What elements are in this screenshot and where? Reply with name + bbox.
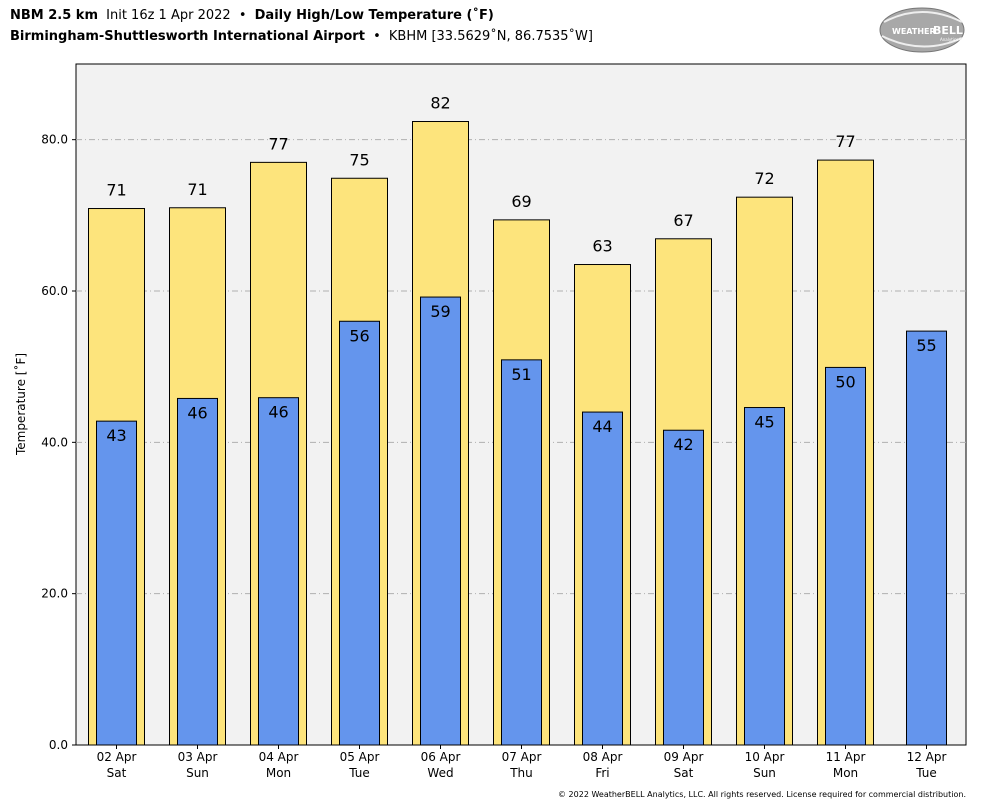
high-temp-label: 77: [835, 132, 855, 151]
low-temp-label: 42: [673, 435, 693, 454]
high-temp-label: 69: [511, 192, 531, 211]
product-title: Daily High/Low Temperature (˚F): [255, 7, 494, 23]
y-tick-label: 20.0: [41, 587, 68, 601]
y-axis-label: Temperature [˚F]: [13, 353, 28, 456]
bars: [88, 121, 947, 746]
low-temp-bar: [825, 366, 866, 746]
x-tick-day: Tue: [348, 766, 370, 780]
x-tick-day: Fri: [595, 766, 609, 780]
low-temp-label: 55: [916, 336, 936, 355]
low-temp-bar: [339, 320, 380, 746]
header-line-1: NBM 2.5 km Init 16z 1 Apr 2022 • Daily H…: [10, 7, 494, 23]
low-temp-bar: [744, 407, 785, 746]
y-tick-label: 60.0: [41, 284, 68, 298]
low-temp-label: 46: [187, 403, 207, 422]
x-tick-day: Mon: [833, 766, 858, 780]
low-temp-label: 44: [592, 417, 612, 436]
header-line-2: Birmingham-Shuttlesworth International A…: [10, 28, 593, 44]
high-temp-label: 72: [754, 169, 774, 188]
low-temp-label: 51: [511, 365, 531, 384]
x-tick-date: 06 Apr: [421, 750, 461, 764]
copyright: © 2022 WeatherBELL Analytics, LLC. All r…: [558, 790, 966, 799]
bullet: •: [373, 29, 381, 44]
low-temp-bar: [501, 359, 542, 746]
x-tick-date: 02 Apr: [97, 750, 137, 764]
low-temp-bar: [420, 296, 461, 746]
y-tick-label: 80.0: [41, 133, 68, 147]
logo-text-b: BELL: [933, 24, 963, 37]
low-temp-label: 43: [106, 426, 126, 445]
x-tick-date: 10 Apr: [745, 750, 785, 764]
low-temp-bar: [96, 420, 137, 746]
high-temp-label: 71: [106, 181, 126, 200]
value-labels: 71 43 71 46 77 46 75 56 82 59 69 51 63 44 67 42 72 45 77 50…: [106, 94, 936, 455]
low-temp-bar: [663, 429, 704, 746]
x-tick-day: Wed: [427, 766, 453, 780]
x-tick-date: 12 Apr: [907, 750, 947, 764]
high-temp-label: 77: [268, 134, 288, 153]
x-tick-day: Sat: [107, 766, 127, 780]
x-tick-date: 11 Apr: [826, 750, 866, 764]
low-temp-bar: [177, 397, 218, 746]
logo-text-a: WEATHER: [892, 27, 936, 36]
x-tick-date: 05 Apr: [340, 750, 380, 764]
low-temp-bar: [258, 397, 299, 746]
x-tick-day: Mon: [266, 766, 291, 780]
x-tick-day: Sun: [753, 766, 776, 780]
low-temp-label: 46: [268, 403, 288, 422]
x-tick-date: 09 Apr: [664, 750, 704, 764]
high-temp-label: 75: [349, 150, 369, 169]
high-temp-label: 67: [673, 211, 693, 230]
high-temp-label: 63: [592, 237, 612, 256]
low-temp-label: 45: [754, 413, 774, 432]
station-location: KBHM [33.5629˚N, 86.7535˚W]: [389, 28, 593, 44]
high-temp-label: 82: [430, 94, 450, 113]
y-tick-label: 0.0: [49, 738, 68, 752]
y-tick-label: 40.0: [41, 435, 68, 449]
logo-tagline: Analytics LLC: [940, 37, 967, 42]
x-tick-date: 07 Apr: [502, 750, 542, 764]
x-tick-day: Thu: [509, 766, 533, 780]
low-temp-label: 56: [349, 326, 369, 345]
low-temp-bar: [906, 330, 947, 746]
axes: 0.0 20.0 40.0 60.0 80.0 02 Apr Sat 03 Apr Sun 04 …: [41, 133, 946, 780]
x-tick-date: 04 Apr: [259, 750, 299, 764]
x-tick-day: Sat: [674, 766, 694, 780]
x-tick-day: Sun: [186, 766, 209, 780]
low-temp-bar: [582, 411, 623, 746]
weatherbell-logo: WEATHER BELL Analytics LLC: [879, 7, 967, 53]
bullet: •: [239, 8, 247, 23]
model-name: NBM 2.5 km: [10, 8, 98, 23]
init-time: Init 16z 1 Apr 2022: [106, 8, 231, 23]
high-temp-label: 71: [187, 180, 207, 199]
station-name: Birmingham-Shuttlesworth International A…: [10, 29, 365, 44]
x-tick-date: 03 Apr: [178, 750, 218, 764]
x-tick-day: Tue: [915, 766, 937, 780]
low-temp-label: 59: [430, 302, 450, 321]
x-tick-date: 08 Apr: [583, 750, 623, 764]
low-temp-label: 50: [835, 372, 855, 391]
